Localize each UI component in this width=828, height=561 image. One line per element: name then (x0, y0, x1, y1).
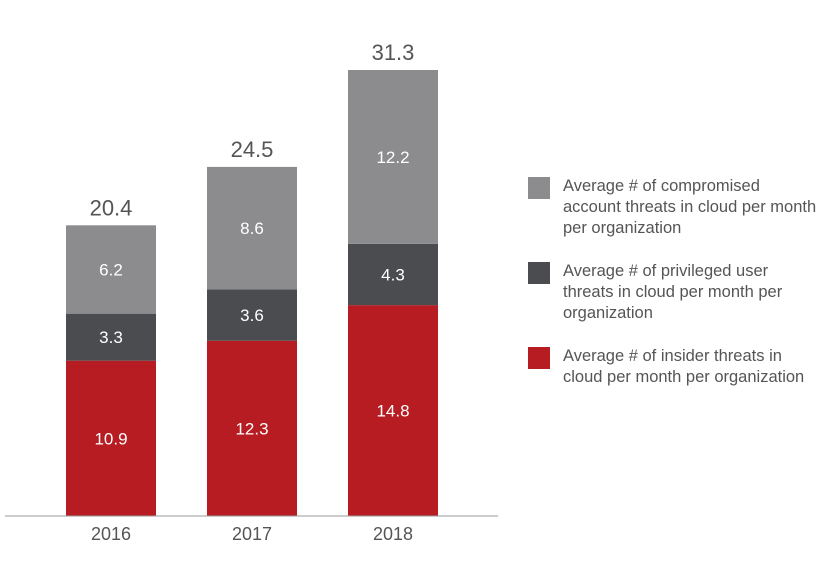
legend-label-privileged: Average # of privileged user threats in … (563, 262, 783, 322)
data-label-2016-series-0: 10.9 (94, 429, 127, 448)
legend-item-compromised: Average # of compromised account threats… (528, 176, 818, 239)
bar-segment-2016-series-0 (66, 360, 156, 516)
legend: Average # of compromised account threats… (528, 176, 818, 410)
stacked-bar-chart: 10.9 3.3 6.2 20.4 12.3 3.6 8.6 24.5 14.8 4.3 12.2 3… (5, 40, 498, 544)
legend-item-privileged: Average # of privileged user threats in … (528, 261, 818, 324)
data-label-2016-series-2: 6.2 (99, 260, 123, 279)
total-label-2018: 31.3 (372, 40, 415, 65)
bar-segment-2018-series-2 (348, 70, 438, 244)
data-label-2017-series-1: 3.6 (240, 306, 264, 325)
bar-segment-2016-series-1 (66, 313, 156, 361)
x-tick-labels: 2016 2017 2018 (91, 524, 413, 544)
x-tick-label-2017: 2017 (232, 524, 272, 544)
x-tick-label-2016: 2016 (91, 524, 131, 544)
legend-label-compromised: Average # of compromised account threats… (563, 177, 817, 237)
legend-swatch-privileged (528, 262, 550, 284)
data-label-2016-series-1: 3.3 (99, 328, 123, 347)
bar-segment-2018-series-0 (348, 305, 438, 516)
total-label-2017: 24.5 (231, 137, 274, 162)
legend-swatch-insider (528, 347, 550, 369)
x-tick-label-2018: 2018 (373, 524, 413, 544)
legend-item-insider: Average # of insider threats in cloud pe… (528, 346, 818, 388)
bar-segment-2017-series-0 (207, 340, 297, 516)
data-label-2017-series-2: 8.6 (240, 219, 264, 238)
data-label-2018-series-0: 14.8 (376, 402, 409, 421)
total-label-2016: 20.4 (90, 195, 133, 220)
legend-label-insider: Average # of insider threats in cloud pe… (563, 347, 805, 386)
bars-group: 10.9 3.3 6.2 20.4 12.3 3.6 8.6 24.5 14.8 4.3 12.2 3… (66, 40, 438, 516)
bar-segment-2017-series-2 (207, 166, 297, 290)
data-label-2018-series-1: 4.3 (381, 265, 405, 284)
bar-segment-2016-series-2 (66, 225, 156, 314)
data-label-2017-series-0: 12.3 (235, 419, 268, 438)
bar-segment-2018-series-1 (348, 243, 438, 306)
data-label-2018-series-2: 12.2 (376, 148, 409, 167)
bar-segment-2017-series-1 (207, 289, 297, 341)
legend-swatch-compromised (528, 177, 550, 199)
